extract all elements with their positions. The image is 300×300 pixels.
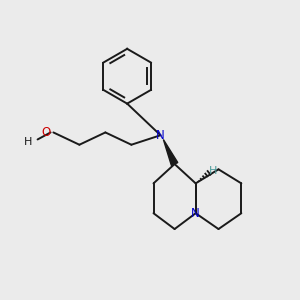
Text: N: N [191,207,200,220]
Text: H: H [209,166,218,176]
Text: O: O [41,126,51,139]
Text: N: N [156,129,165,142]
Polygon shape [163,140,178,166]
Text: H: H [24,137,32,147]
